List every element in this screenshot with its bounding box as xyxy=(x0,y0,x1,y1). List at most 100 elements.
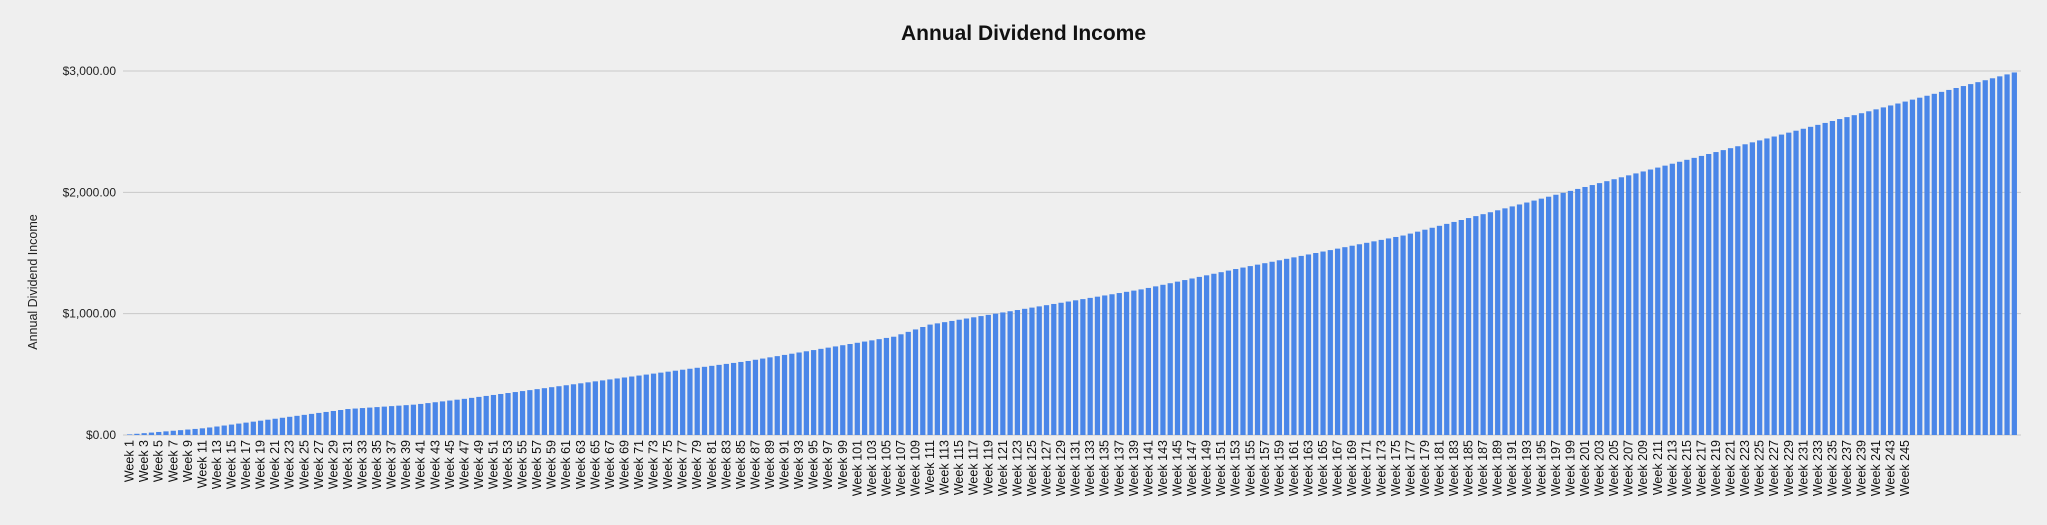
x-tick-label: Week 95 xyxy=(807,440,821,489)
bar xyxy=(570,384,577,435)
bar xyxy=(1444,223,1450,435)
x-tick-label: Week 217 xyxy=(1694,440,1708,496)
bar xyxy=(199,428,206,435)
bar xyxy=(228,424,235,435)
bar xyxy=(1305,254,1312,435)
x-tick-label: Week 157 xyxy=(1258,440,1272,496)
bar xyxy=(1385,238,1392,435)
x-tick-label: Week 245 xyxy=(1898,440,1912,496)
x-tick-label: Week 33 xyxy=(355,440,369,489)
bar xyxy=(1065,301,1071,435)
x-tick-label: Week 37 xyxy=(385,440,399,489)
x-tick-label: Week 99 xyxy=(836,440,850,489)
bar xyxy=(1888,105,1894,436)
bar xyxy=(781,354,788,435)
bar xyxy=(483,395,489,435)
bar xyxy=(847,344,853,435)
bar xyxy=(1676,161,1683,435)
x-tick-label: Week 7 xyxy=(166,440,180,482)
bar xyxy=(308,413,315,435)
x-tick-label: Week 201 xyxy=(1578,440,1592,496)
bar xyxy=(1182,280,1188,435)
bar xyxy=(185,429,191,435)
bar xyxy=(1138,289,1144,435)
x-tick-label: Week 91 xyxy=(778,440,792,489)
bar xyxy=(1968,84,1974,435)
bar xyxy=(541,388,548,435)
x-tick-label: Week 231 xyxy=(1796,440,1810,496)
bar xyxy=(1371,241,1377,435)
bar xyxy=(1997,76,2003,435)
x-tick-label: Week 117 xyxy=(967,440,981,495)
bar xyxy=(600,380,606,435)
y-axis-ticks: $0.00 $1,000.00 $2,000.00 $3,000.00 xyxy=(63,64,117,442)
bar xyxy=(1596,183,1603,435)
bar xyxy=(1866,111,1872,435)
bar xyxy=(621,377,628,435)
bar xyxy=(876,339,882,435)
bar xyxy=(1313,253,1319,435)
x-tick-label: Week 197 xyxy=(1549,440,1563,496)
bar xyxy=(832,346,839,435)
bar xyxy=(1342,247,1348,435)
bar xyxy=(1007,311,1013,435)
bar xyxy=(1458,220,1464,435)
bar xyxy=(803,351,809,435)
bar xyxy=(1094,296,1101,435)
bar xyxy=(883,337,890,435)
bar xyxy=(323,411,329,435)
x-tick-label: Week 93 xyxy=(792,440,806,489)
bar xyxy=(1655,167,1661,435)
bar xyxy=(1953,87,1959,436)
bar xyxy=(1698,155,1705,435)
x-tick-label: Week 131 xyxy=(1069,440,1083,496)
x-tick-label: Week 25 xyxy=(297,440,311,489)
bar xyxy=(680,369,686,435)
bar xyxy=(1407,233,1413,435)
bar xyxy=(1240,267,1246,435)
bar xyxy=(811,350,817,435)
y-tick-label: $0.00 xyxy=(86,428,116,442)
bar xyxy=(1582,186,1588,435)
bar xyxy=(912,329,919,435)
bar xyxy=(1764,138,1770,435)
bar xyxy=(869,340,875,435)
x-tick-label: Week 49 xyxy=(472,440,486,489)
bar xyxy=(1225,270,1232,435)
bar xyxy=(1451,221,1457,435)
bar xyxy=(1647,169,1654,435)
bar xyxy=(1946,89,1952,436)
bar xyxy=(1320,251,1326,435)
x-tick-label: Week 135 xyxy=(1098,440,1112,496)
bar xyxy=(512,392,518,435)
bar xyxy=(1102,295,1108,435)
x-tick-label: Week 203 xyxy=(1593,440,1607,496)
bar xyxy=(461,398,467,435)
bar xyxy=(1422,229,1428,435)
x-tick-label: Week 129 xyxy=(1054,440,1068,496)
x-tick-label: Week 145 xyxy=(1171,440,1185,496)
x-tick-label: Week 177 xyxy=(1403,440,1417,496)
bar xyxy=(214,426,220,435)
bar xyxy=(1051,303,1057,435)
bar xyxy=(396,405,402,435)
bar xyxy=(257,420,264,435)
bar xyxy=(141,433,147,435)
bar xyxy=(607,379,613,435)
bar xyxy=(1502,208,1508,435)
bar xyxy=(1815,124,1821,436)
bar xyxy=(1000,312,1006,435)
bar xyxy=(1909,99,1916,435)
bar xyxy=(942,322,948,435)
bar xyxy=(1713,152,1719,436)
bar xyxy=(1400,235,1406,435)
bar xyxy=(1087,297,1093,435)
bar xyxy=(1073,300,1079,435)
bar xyxy=(1436,225,1443,435)
bar xyxy=(840,345,846,435)
bar xyxy=(1116,293,1122,435)
x-tick-label: Week 175 xyxy=(1389,440,1403,496)
bar xyxy=(905,331,911,435)
x-tick-label: Week 43 xyxy=(428,440,442,489)
bar xyxy=(898,334,904,435)
